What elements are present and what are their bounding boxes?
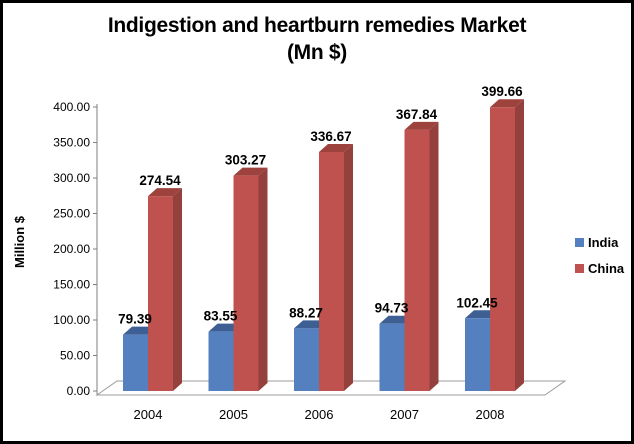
y-tick-label: 350.00 bbox=[53, 136, 90, 150]
x-category-label-2005: 2005 bbox=[219, 407, 248, 422]
x-category-label-2008: 2008 bbox=[476, 407, 505, 422]
bar-china-2008-front bbox=[490, 107, 515, 392]
bar-china-2004-top bbox=[148, 188, 182, 197]
bar-china-2006-front bbox=[319, 151, 344, 391]
bar-india-2008-front bbox=[465, 318, 490, 391]
y-tick-label: 0.00 bbox=[67, 384, 91, 398]
plot-area: 0.00 50.00 100.00 150.00 200.00 250.00 300.00 3… bbox=[53, 84, 625, 422]
bar-india-2005-front bbox=[208, 331, 234, 391]
bar-china-2008 bbox=[490, 99, 524, 392]
data-label-china-2005: 303.27 bbox=[225, 153, 266, 168]
bar-china-2004-front bbox=[148, 196, 173, 391]
bar-china-2005 bbox=[233, 167, 268, 391]
bar-china-2007-side bbox=[429, 121, 439, 391]
y-tick-label: 400.00 bbox=[53, 100, 90, 114]
bar-china-2006 bbox=[319, 143, 353, 391]
legend-label-india: India bbox=[588, 235, 619, 250]
bar-china-2008-side bbox=[515, 99, 524, 392]
y-tick-label: 200.00 bbox=[53, 242, 90, 256]
bar-india-2007-front bbox=[379, 323, 405, 391]
bar-china-2007 bbox=[404, 121, 439, 391]
bar-china-2005-side bbox=[258, 167, 268, 391]
x-category-label-2004: 2004 bbox=[134, 407, 163, 422]
chart-title: Indigestion and heartburn remedies Marke… bbox=[3, 12, 631, 66]
data-label-india-2004: 79.39 bbox=[118, 312, 152, 327]
y-tick-label: 50.00 bbox=[60, 349, 90, 363]
legend-label-china: China bbox=[588, 261, 625, 276]
x-category-label-2006: 2006 bbox=[305, 407, 334, 422]
y-tick-label: 250.00 bbox=[53, 207, 90, 221]
y-tick-label: 300.00 bbox=[53, 171, 90, 185]
data-label-india-2006: 88.27 bbox=[289, 305, 323, 320]
data-label-india-2007: 94.73 bbox=[375, 301, 409, 316]
y-tick-label: 150.00 bbox=[53, 278, 90, 292]
chart-title-line2: (Mn $) bbox=[286, 41, 348, 64]
bar-china-2008-top bbox=[490, 99, 524, 108]
data-label-china-2008: 399.66 bbox=[481, 84, 523, 99]
data-label-china-2004: 274.54 bbox=[139, 173, 181, 188]
x-category-label-2007: 2007 bbox=[390, 407, 419, 422]
bar-china-2004 bbox=[148, 188, 182, 391]
data-label-china-2007: 367.84 bbox=[396, 107, 438, 122]
bar-china-2006-side bbox=[344, 143, 353, 391]
legend-swatch-india bbox=[575, 238, 584, 247]
y-tick-label: 100.00 bbox=[53, 313, 90, 327]
bar-china-2004-side bbox=[173, 188, 182, 391]
bar-india-2004-front bbox=[123, 334, 148, 391]
bar-china-2007-front bbox=[404, 129, 430, 391]
bar-china-2006-top bbox=[319, 143, 353, 152]
data-label-china-2006: 336.67 bbox=[310, 129, 351, 144]
bar-china-2007-top bbox=[404, 121, 439, 130]
bar-china-2005-top bbox=[233, 167, 268, 176]
bar-china-2005-front bbox=[233, 175, 259, 391]
data-label-india-2008: 102.45 bbox=[456, 295, 498, 310]
bar-india-2006-front bbox=[294, 328, 319, 391]
data-label-india-2005: 83.55 bbox=[204, 309, 238, 324]
chart-title-line1: Indigestion and heartburn remedies Marke… bbox=[107, 14, 527, 37]
legend-swatch-china bbox=[575, 264, 584, 273]
